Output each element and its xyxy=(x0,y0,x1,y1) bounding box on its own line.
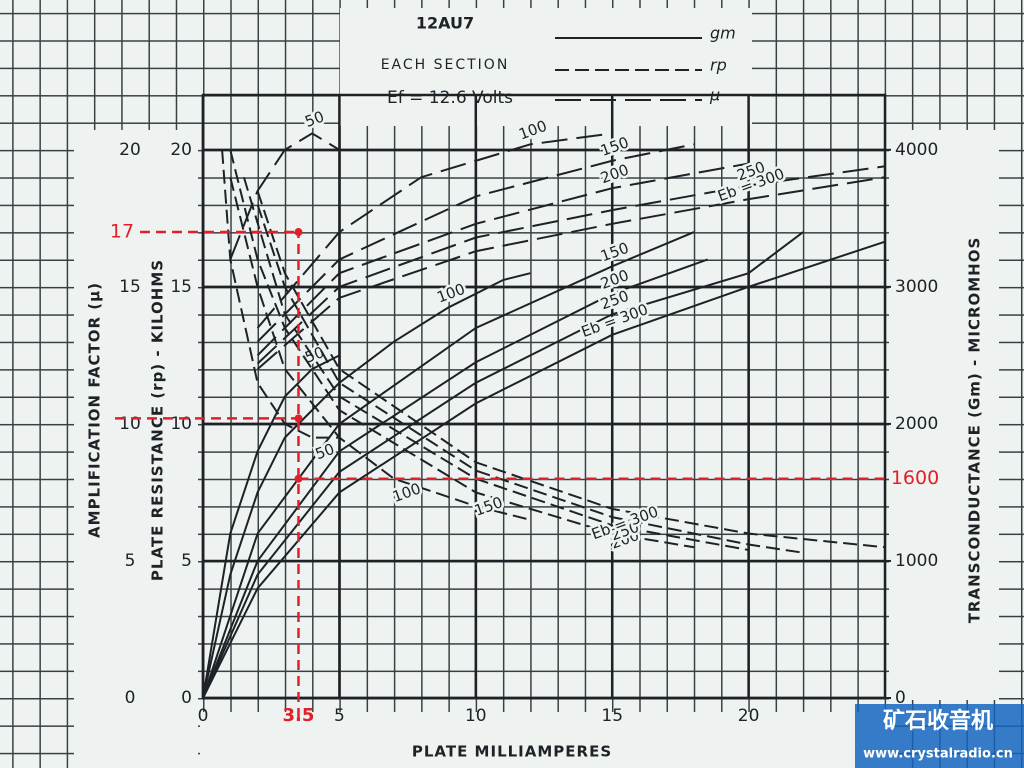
y-tick-label: 5 xyxy=(181,551,192,571)
curve-label: 100 xyxy=(390,479,423,506)
y-outer-tick-label: 0 xyxy=(125,688,136,708)
right-label-panel xyxy=(889,130,999,700)
curve-label: 200 xyxy=(598,161,631,188)
header-box xyxy=(340,8,752,126)
x-axis-title: PLATE MILLIAMPERES xyxy=(412,743,612,761)
watermark-title: 矿石收音机 xyxy=(883,708,993,734)
curve xyxy=(229,132,340,260)
x-tick-label: 5 xyxy=(334,706,345,726)
annotation-label: 17 xyxy=(110,221,134,243)
y-outer-axis-title: AMPLIFICATION FACTOR (μ) xyxy=(86,282,104,538)
watermark-box xyxy=(855,704,1024,768)
y2-tick-label: 3000 xyxy=(895,277,938,297)
curve xyxy=(229,149,695,549)
watermark-url: www.crystalradio.cn xyxy=(863,747,1013,762)
x-tick-label: 10 xyxy=(465,706,487,726)
y-tick-label: 0 xyxy=(181,688,192,708)
annotation-dot xyxy=(294,228,303,237)
annotation-dot xyxy=(294,414,303,423)
y-tick-label: 10 xyxy=(170,414,192,434)
chart-note: Ef = 12.6 Volts xyxy=(387,88,513,108)
annotation-label: 3.5 xyxy=(283,705,315,726)
y-outer-tick-label: 10 xyxy=(119,414,141,434)
x-tick-label: 20 xyxy=(738,706,760,726)
y-outer-tick-label: 5 xyxy=(125,551,136,571)
y-tick-label: 15 xyxy=(170,277,192,297)
x-tick-label: 0 xyxy=(198,706,209,726)
curve-label: 100 xyxy=(434,280,467,307)
curve xyxy=(256,204,804,554)
y2-tick-label: 4000 xyxy=(895,140,938,160)
bottom-label-panel xyxy=(200,712,890,768)
chart-subtitle: EACH SECTION xyxy=(381,57,510,73)
curve xyxy=(202,231,804,699)
legend-label: μ xyxy=(709,86,720,105)
curve xyxy=(202,272,531,699)
left-label-panel xyxy=(74,130,198,768)
curve-label: 50 xyxy=(303,107,327,130)
curve xyxy=(242,176,749,551)
curve xyxy=(256,143,695,343)
y2-axis-title: TRANSCONDUCTANCE (Gm) - MICROMHOS xyxy=(966,237,984,624)
y-tick-label: 20 xyxy=(170,140,192,160)
curve xyxy=(202,354,340,699)
curve xyxy=(202,240,886,699)
y-axis-title: PLATE RESISTANCE (rp) - KILOHMS xyxy=(149,259,167,581)
curve xyxy=(221,149,340,439)
curve xyxy=(202,231,695,699)
legend-label: gm xyxy=(710,24,736,43)
y-outer-tick-label: 15 xyxy=(119,277,141,297)
y2-tick-label: 0 xyxy=(895,688,906,708)
curve xyxy=(256,165,886,365)
x-tick-label: 15 xyxy=(601,706,623,726)
curve xyxy=(229,176,531,521)
curve xyxy=(202,258,709,699)
curve xyxy=(256,162,749,357)
curve xyxy=(256,190,886,549)
legend-label: rp xyxy=(710,56,727,75)
curve xyxy=(256,132,613,329)
y2-tick-label: 1000 xyxy=(895,551,938,571)
plot-frame xyxy=(201,93,887,700)
annotation-label: 1600 xyxy=(891,467,939,489)
curve-label: 150 xyxy=(598,133,631,160)
curve xyxy=(256,176,886,370)
annotation-dot xyxy=(294,474,303,483)
y-outer-tick-label: 20 xyxy=(119,140,141,160)
chart-title: 12AU7 xyxy=(416,14,474,33)
y2-tick-label: 2000 xyxy=(895,414,938,434)
